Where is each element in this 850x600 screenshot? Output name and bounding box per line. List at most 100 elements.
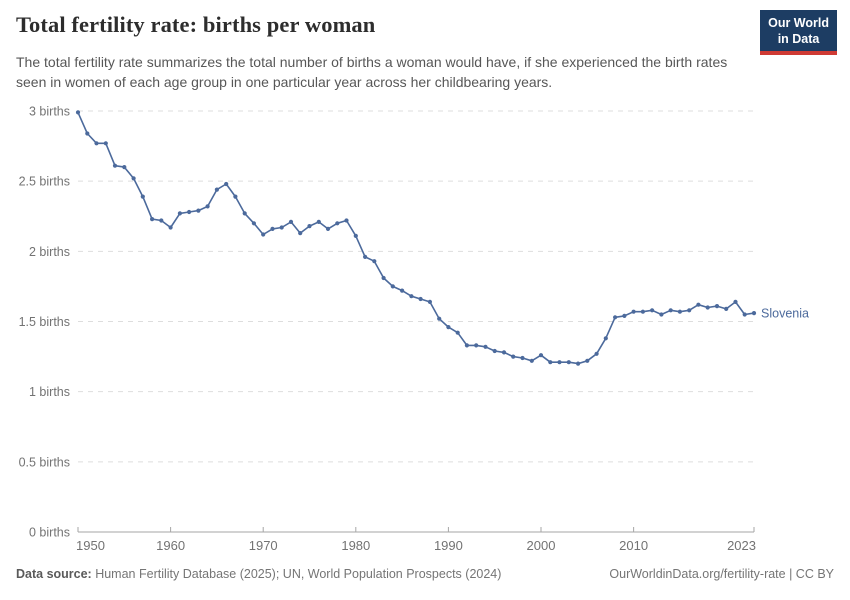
data-point-marker bbox=[548, 360, 553, 365]
owid-logo-line1: Our World bbox=[768, 16, 829, 30]
data-point-marker bbox=[687, 308, 692, 313]
data-point-marker bbox=[566, 360, 571, 365]
data-point-marker bbox=[603, 336, 608, 341]
chart-footer: Data source: Human Fertility Database (2… bbox=[16, 567, 834, 581]
data-point-marker bbox=[418, 296, 423, 302]
fertility-line bbox=[77, 112, 755, 365]
data-source-text: Human Fertility Database (2025); UN, Wor… bbox=[91, 567, 502, 581]
y-tick-label: 3 births bbox=[29, 105, 70, 119]
data-point-marker bbox=[214, 187, 219, 192]
data-point-marker bbox=[400, 288, 405, 293]
page-title: Total fertility rate: births per woman bbox=[16, 12, 376, 37]
data-point-marker bbox=[103, 141, 108, 146]
data-point-marker bbox=[168, 225, 173, 230]
data-point-marker bbox=[650, 308, 655, 313]
data-source-label: Data source: bbox=[16, 567, 92, 581]
data-point-marker bbox=[344, 218, 349, 223]
data-point-marker bbox=[409, 294, 414, 299]
y-tick-label: 2 births bbox=[29, 245, 70, 259]
x-tick-label: 1960 bbox=[156, 538, 185, 553]
fertility-chart: 0 births 0.5 births 1 births 1.5 births 2 bi… bbox=[19, 105, 809, 554]
data-source-note: Data source: Human Fertility Database (2… bbox=[16, 567, 501, 581]
data-point-marker bbox=[585, 358, 590, 363]
data-point-marker bbox=[557, 360, 562, 365]
data-point-marker bbox=[122, 165, 127, 170]
data-point-marker bbox=[751, 311, 757, 316]
data-point-marker bbox=[492, 348, 497, 354]
data-point-marker bbox=[501, 350, 507, 355]
x-tick-label: 1990 bbox=[434, 538, 463, 553]
data-point-marker bbox=[437, 316, 442, 321]
data-point-marker bbox=[325, 226, 331, 231]
data-point-marker bbox=[613, 315, 618, 320]
data-point-marker bbox=[233, 194, 238, 199]
data-point-marker bbox=[159, 218, 164, 223]
data-point-marker bbox=[659, 312, 664, 317]
data-point-marker bbox=[224, 181, 229, 187]
y-tick-label: 0.5 births bbox=[19, 455, 70, 469]
data-point-marker bbox=[724, 306, 729, 311]
data-point-marker bbox=[112, 163, 118, 168]
data-point-marker bbox=[150, 217, 155, 222]
x-tick-label: 2000 bbox=[527, 538, 556, 553]
y-tick-label: 1.5 births bbox=[19, 315, 70, 329]
data-point-marker bbox=[733, 299, 738, 304]
data-point-marker bbox=[372, 259, 377, 264]
y-tick-label: 0 births bbox=[29, 526, 70, 540]
data-point-marker bbox=[631, 309, 636, 314]
data-point-marker bbox=[196, 208, 201, 213]
data-point-marker bbox=[455, 330, 460, 335]
data-point-marker bbox=[696, 302, 701, 307]
data-point-marker bbox=[242, 211, 247, 216]
data-point-marker bbox=[742, 312, 747, 317]
series-entity-label: Slovenia bbox=[761, 307, 809, 321]
data-point-marker bbox=[316, 219, 321, 224]
data-point-marker bbox=[464, 343, 469, 348]
x-tick-label: 1970 bbox=[249, 538, 278, 553]
owid-logo[interactable]: Our World in Data bbox=[760, 10, 837, 55]
data-point-marker bbox=[94, 141, 99, 146]
chart-subtitle: The total fertility rate summarizes the … bbox=[16, 54, 728, 91]
x-tick-label: 1950 bbox=[76, 538, 105, 553]
data-point-marker bbox=[668, 308, 673, 313]
data-point-marker bbox=[520, 355, 525, 361]
data-point-marker bbox=[251, 221, 256, 226]
data-point-marker bbox=[353, 233, 358, 238]
data-point-marker bbox=[474, 343, 479, 348]
y-tick-label: 2.5 births bbox=[19, 175, 70, 189]
data-point-marker bbox=[335, 221, 340, 226]
data-point-marker bbox=[298, 231, 303, 236]
data-point-marker bbox=[131, 176, 136, 181]
data-point-marker bbox=[381, 275, 386, 281]
data-point-marker bbox=[714, 304, 720, 309]
data-point-marker bbox=[427, 299, 432, 304]
data-point-marker bbox=[288, 219, 294, 224]
data-point-marker bbox=[270, 226, 275, 231]
owid-citation-link[interactable]: OurWorldinData.org/fertility-rate | CC B… bbox=[609, 567, 834, 581]
data-point-marker bbox=[576, 361, 581, 366]
y-tick-label: 1 births bbox=[29, 385, 70, 399]
data-point-marker bbox=[483, 344, 488, 349]
x-tick-label: 2023 bbox=[727, 538, 756, 553]
data-point-marker bbox=[622, 313, 627, 318]
data-point-marker bbox=[390, 284, 395, 289]
data-point-marker bbox=[75, 110, 81, 115]
data-point-marker bbox=[140, 194, 145, 199]
data-point-marker bbox=[261, 232, 266, 237]
data-point-marker bbox=[187, 209, 192, 215]
data-point-marker bbox=[529, 358, 534, 363]
data-point-marker bbox=[594, 351, 599, 356]
data-point-marker bbox=[677, 309, 683, 314]
data-point-marker bbox=[177, 211, 182, 216]
owid-logo-line2: in Data bbox=[777, 32, 820, 46]
data-point-marker bbox=[85, 131, 90, 136]
data-point-marker bbox=[205, 204, 210, 209]
x-tick-label: 2010 bbox=[619, 538, 648, 553]
data-point-marker bbox=[363, 254, 368, 259]
data-point-marker bbox=[705, 305, 710, 310]
data-point-marker bbox=[640, 309, 646, 314]
data-point-marker bbox=[511, 354, 516, 359]
data-point-marker bbox=[279, 225, 284, 230]
data-point-marker bbox=[446, 325, 451, 330]
